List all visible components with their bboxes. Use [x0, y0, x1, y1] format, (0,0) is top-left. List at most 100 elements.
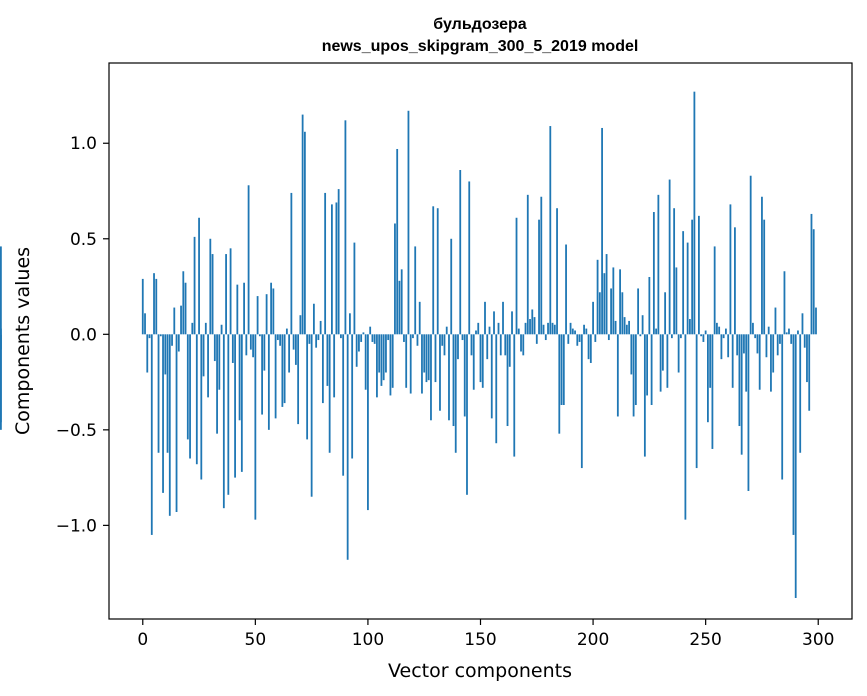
bar — [765, 334, 768, 358]
bar — [799, 334, 802, 453]
bar — [783, 271, 786, 335]
bar — [770, 334, 772, 392]
bar — [276, 334, 279, 341]
bar — [565, 244, 567, 335]
bar — [153, 273, 155, 335]
bar — [423, 334, 426, 373]
bar — [225, 254, 227, 335]
bar — [511, 311, 513, 335]
bar — [686, 242, 689, 335]
bar — [445, 326, 448, 335]
bar — [544, 334, 547, 341]
bar — [245, 334, 248, 356]
bar — [517, 328, 520, 335]
bar — [270, 282, 273, 335]
bar — [490, 334, 493, 419]
bar — [414, 246, 417, 335]
bar — [448, 334, 450, 421]
bar — [704, 330, 707, 335]
bar — [265, 294, 268, 335]
bar — [524, 322, 527, 335]
bar — [328, 334, 331, 453]
bar — [745, 334, 748, 392]
bar — [146, 334, 149, 373]
bar — [758, 334, 761, 390]
bar — [184, 282, 187, 335]
bar — [238, 334, 241, 421]
y-tick-label: −1.0 — [56, 516, 97, 536]
bar — [684, 334, 687, 520]
bar — [211, 254, 214, 335]
bar — [396, 148, 399, 335]
y-axis-ticks: −1.0 −0.5 0.0 0.5 1.0 — [56, 134, 109, 536]
bar — [533, 317, 536, 335]
bar — [806, 334, 808, 383]
bar — [664, 292, 667, 335]
bar — [731, 334, 734, 388]
bar — [335, 202, 338, 335]
bar — [727, 334, 730, 358]
bar — [349, 313, 351, 335]
bar — [549, 126, 552, 335]
bar — [497, 322, 500, 335]
x-tick-label: 300 — [802, 630, 834, 650]
bar — [272, 288, 275, 335]
bar — [693, 91, 696, 335]
bar — [574, 330, 576, 335]
bar — [547, 322, 549, 335]
bar — [171, 334, 173, 346]
bar — [403, 334, 405, 342]
bar — [263, 334, 266, 371]
bar — [340, 334, 342, 339]
bar — [466, 334, 468, 495]
bar — [641, 315, 644, 335]
bar — [292, 334, 295, 350]
bar — [637, 288, 640, 335]
bar — [707, 334, 709, 423]
bar — [659, 334, 662, 392]
bar — [427, 334, 430, 381]
y-axis-label: Components values — [12, 247, 34, 435]
bar — [364, 334, 367, 390]
bar — [810, 213, 813, 335]
bar — [722, 334, 725, 339]
bar — [141, 278, 144, 335]
bar — [173, 307, 176, 335]
bar — [812, 229, 815, 335]
bar — [231, 334, 234, 363]
bar — [700, 334, 703, 337]
bar — [749, 175, 752, 335]
bar — [558, 334, 561, 434]
bar — [321, 334, 324, 404]
bar — [351, 334, 354, 459]
bar — [601, 127, 603, 335]
bar — [650, 334, 653, 405]
bar — [317, 334, 320, 341]
bar — [803, 334, 806, 348]
chart-title: бульдозера — [433, 16, 526, 33]
bar — [177, 334, 180, 352]
bar — [484, 301, 486, 335]
bar — [342, 334, 345, 476]
bar — [679, 334, 682, 339]
chart-subtitle: news_upos_skipgram_300_5_2019 model — [322, 38, 639, 55]
bar — [632, 334, 635, 417]
bar — [236, 284, 239, 335]
bar — [310, 334, 313, 497]
bar — [285, 328, 288, 335]
bar — [508, 334, 511, 367]
bar — [607, 334, 610, 341]
bar — [763, 219, 766, 335]
bar — [652, 212, 655, 335]
bar — [499, 334, 502, 356]
bar — [204, 322, 207, 335]
x-tick-label: 0 — [137, 630, 148, 650]
bar — [240, 334, 243, 472]
bar — [688, 319, 691, 335]
bar — [495, 334, 498, 444]
bar — [592, 301, 594, 335]
bar — [738, 334, 741, 427]
bar — [367, 334, 369, 511]
y-tick-label: 0.0 — [70, 325, 97, 345]
bar — [202, 334, 205, 377]
